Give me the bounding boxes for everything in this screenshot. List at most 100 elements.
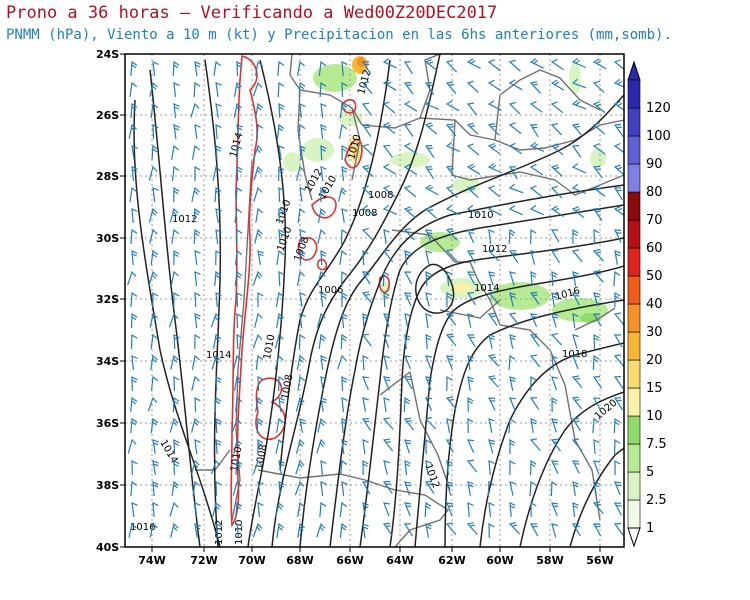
wind-barb [467,355,474,370]
wind-barb [403,142,417,155]
wind-barb [274,333,284,349]
lat-lon-grid [125,54,624,547]
wind-barb [235,228,243,245]
wind-barb [571,163,586,174]
wind-barb [214,270,222,286]
lat-label: 32S [96,293,119,306]
wind-barb [194,61,201,76]
wind-barb [341,81,348,98]
wind-barb [361,481,371,495]
wind-barb [299,313,306,328]
wind-barb [190,102,200,118]
wind-barb [404,250,411,265]
wind-barb [488,271,495,286]
wind-barb [571,123,583,137]
wind-barb [551,376,559,391]
wind-barb [127,270,137,286]
isobar-label: 1018 [562,349,587,360]
wind-barb [339,501,348,517]
wind-barb [571,438,583,452]
wind-barb [445,123,457,137]
wind-barb [297,522,305,538]
wind-barb [148,165,158,181]
wind-barb [613,164,624,176]
wind-barb [446,439,454,453]
wind-barb [215,82,222,97]
wind-barb [131,375,138,392]
wind-barb [551,418,559,433]
wind-barb [318,333,327,349]
wind-barb [383,460,390,475]
colorbar-swatch [627,191,641,221]
wind-barb [571,145,582,158]
wind-barb [487,79,502,92]
wind-barb [252,459,263,475]
wind-barb [403,206,417,219]
wind-barb [550,205,565,218]
wind-barb [445,312,457,326]
wind-barb [213,60,222,76]
wind-barb [316,522,326,538]
wind-barb [382,522,393,536]
wind-barb [550,480,558,497]
wind-barb [339,249,348,265]
wind-barb [487,480,495,497]
wind-barb [403,123,414,137]
wind-barb [215,124,222,140]
isobar-label: 1012 [172,214,197,225]
wind-barb [297,375,306,391]
wind-barb [487,205,502,216]
wind-barb [210,459,221,475]
wind-barb [487,143,501,155]
wind-barb [613,522,624,536]
wind-barb [424,122,438,135]
wind-barb [235,396,243,412]
wind-barb [235,186,243,203]
wind-barb [276,312,284,328]
wind-barb [508,183,524,194]
wind-barb [232,480,242,496]
wind-barb [382,480,393,494]
colorbar-swatch [627,79,641,109]
wind-barb [361,205,376,216]
wind-barb [529,523,539,537]
wind-barb [508,79,523,91]
wind-barb [361,61,372,75]
wind-barb [361,124,372,137]
wind-barb [466,102,478,116]
wind-barb [572,313,579,328]
wind-barb [149,228,158,244]
wind-barb [425,355,433,370]
wind-barb [215,439,222,454]
wind-barb [529,101,543,113]
wind-barb [403,81,414,95]
colorbar-label: 40 [646,297,663,312]
wind-barb [613,270,621,287]
wind-barb [152,481,159,496]
wind-barb [320,460,327,475]
wind-barb [173,438,180,455]
wind-barb [341,481,348,496]
wind-barb [320,481,327,496]
wind-barb [253,165,263,181]
wind-barb [592,249,605,262]
wind-barb [192,480,201,496]
wind-barb [341,313,348,328]
wind-barb [508,228,516,245]
lat-label: 40S [96,541,119,554]
wind-barb [445,60,458,73]
wind-barb [614,459,621,476]
wind-barb [192,207,201,223]
wind-barb [571,375,583,389]
isobar-label: 1014 [206,350,231,361]
wind-barb [173,82,180,97]
wind-barb [278,397,285,412]
wind-barb [215,417,222,434]
wind-barb [404,355,412,370]
wind-barb [467,313,474,328]
wind-barb [361,291,373,304]
wind-barb [318,60,327,76]
lon-label: 72W [190,554,217,567]
wind-barb [130,396,138,412]
wind-barb [255,354,264,370]
